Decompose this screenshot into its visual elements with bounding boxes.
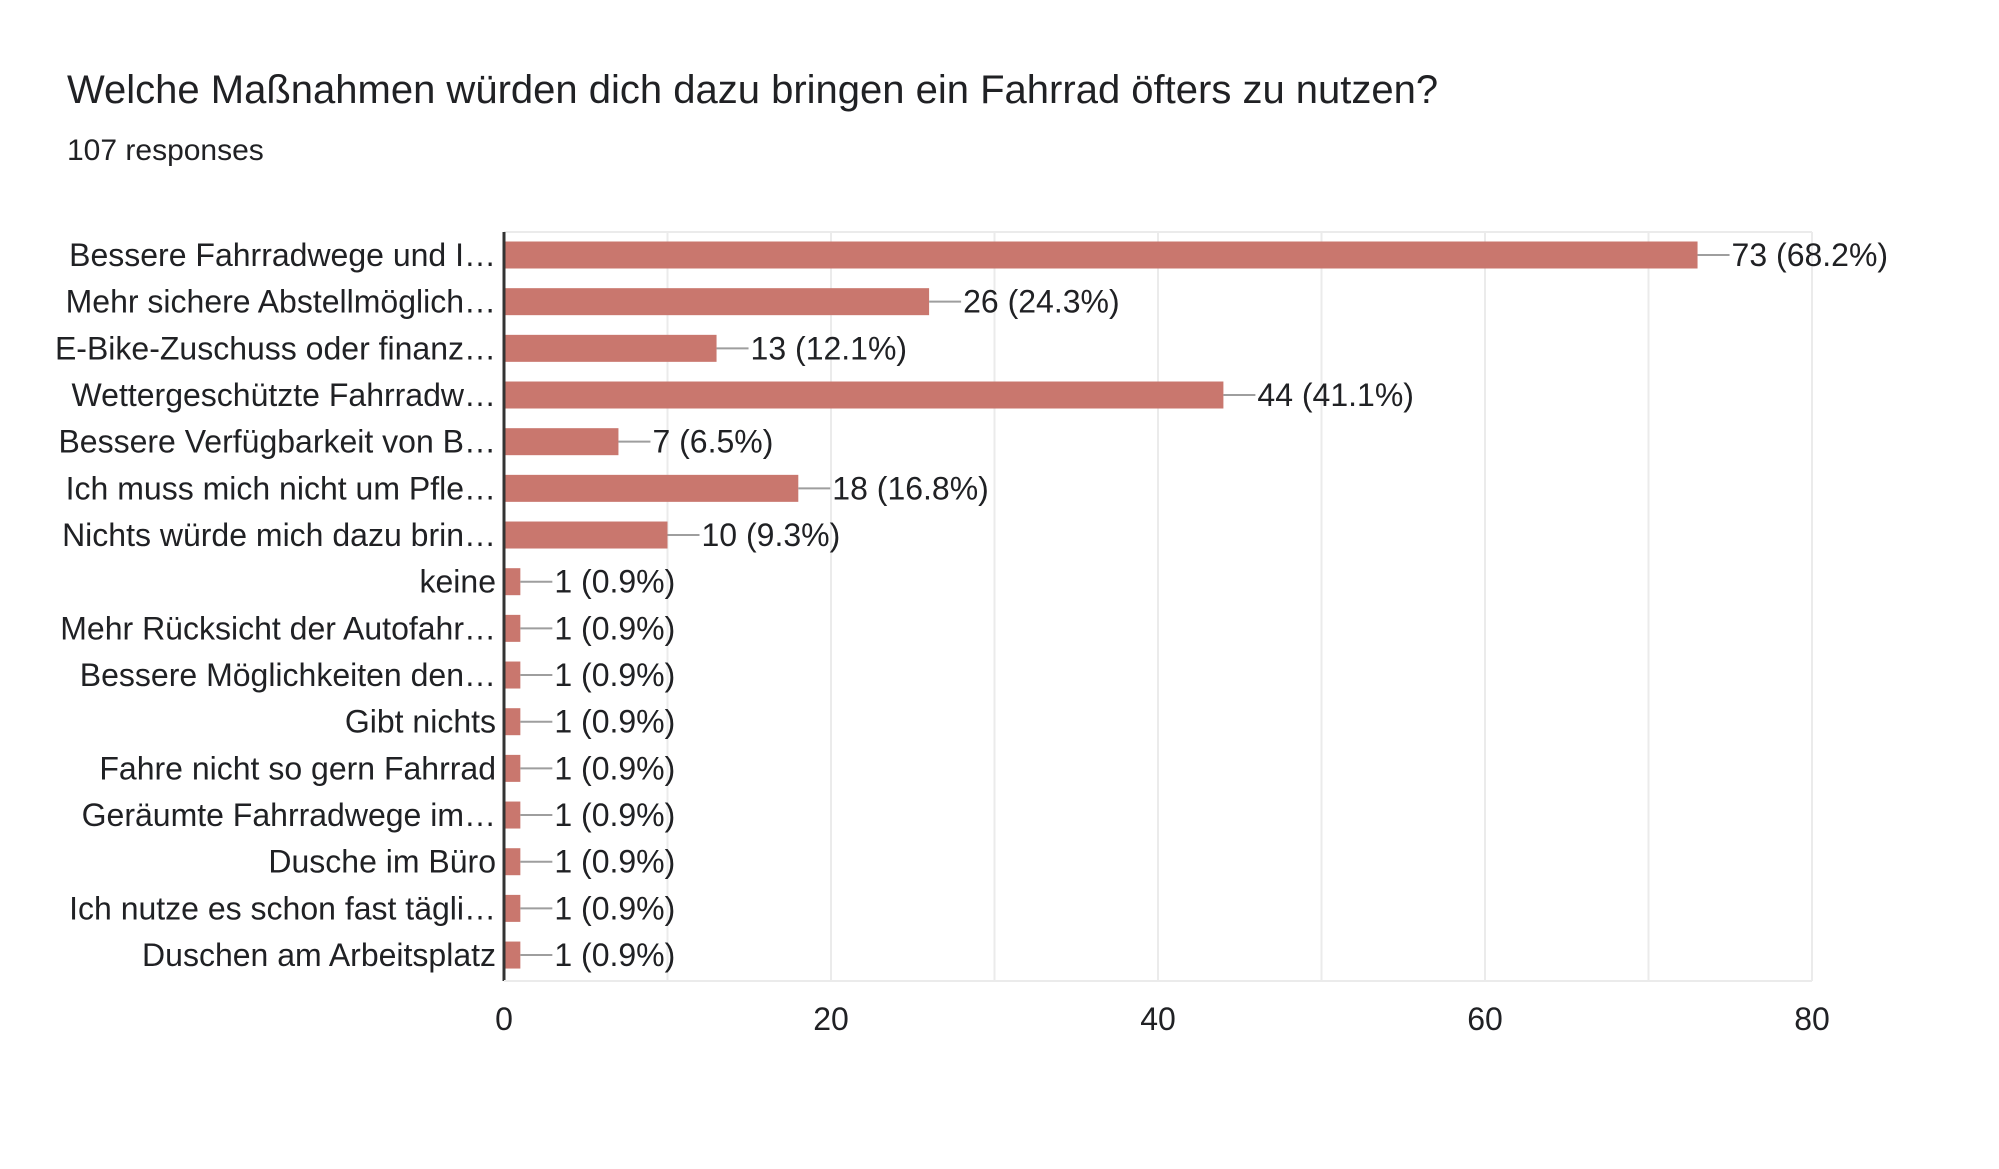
data-label-14: 1 (0.9%) <box>554 890 675 926</box>
category-label-11: Fahre nicht so gern Fahrrad <box>99 750 496 786</box>
data-label-7: 1 (0.9%) <box>554 564 675 600</box>
category-label-13: Dusche im Büro <box>268 844 496 880</box>
axes <box>502 232 1812 982</box>
category-label-8: Mehr Rücksicht der Autofahr… <box>60 610 496 646</box>
bars <box>504 241 1730 969</box>
category-label-4: Bessere Verfügbarkeit von B… <box>58 424 496 460</box>
x-tick-label-40: 40 <box>1140 1001 1176 1037</box>
grid-lines <box>504 231 1813 981</box>
bar-9 <box>504 661 521 689</box>
data-label-15: 1 (0.9%) <box>554 937 675 973</box>
category-label-15: Duschen am Arbeitsplatz <box>142 937 496 973</box>
category-label-12: Geräumte Fahrradwege im… <box>82 797 496 833</box>
category-label-1: Mehr sichere Abstellmöglich… <box>66 284 496 320</box>
bar-10 <box>504 708 521 736</box>
data-label-0: 73 (68.2%) <box>1732 237 1889 273</box>
data-label-10: 1 (0.9%) <box>554 704 675 740</box>
bar-8 <box>504 614 521 642</box>
data-label-8: 1 (0.9%) <box>554 610 675 646</box>
bar-13 <box>504 848 521 876</box>
data-label-2: 13 (12.1%) <box>751 330 908 366</box>
category-label-10: Gibt nichts <box>345 704 496 740</box>
bar-15 <box>504 941 521 969</box>
bar-5 <box>504 474 799 502</box>
category-label-7: keine <box>420 564 497 600</box>
response-count: 107 responses <box>67 134 264 167</box>
data-label-3: 44 (41.1%) <box>1257 377 1414 413</box>
bar-12 <box>504 801 521 829</box>
x-tick-label-80: 80 <box>1794 1001 1830 1037</box>
data-label-5: 18 (16.8%) <box>832 470 989 506</box>
data-label-6: 10 (9.3%) <box>702 517 841 553</box>
x-tick-label-60: 60 <box>1467 1001 1503 1037</box>
bar-7 <box>504 568 521 596</box>
labels: 73 (68.2%) Bessere Fahrradwege und I… 26 (… <box>55 237 1888 1037</box>
data-label-1: 26 (24.3%) <box>963 284 1120 320</box>
bar-4 <box>504 428 619 456</box>
bar-3 <box>504 381 1224 409</box>
bar-2 <box>504 334 717 362</box>
data-label-4: 7 (6.5%) <box>652 424 773 460</box>
bar-14 <box>504 894 521 922</box>
category-label-0: Bessere Fahrradwege und I… <box>69 237 496 273</box>
category-label-9: Bessere Möglichkeiten den… <box>80 657 496 693</box>
x-tick-label-0: 0 <box>495 1001 513 1037</box>
bar-0 <box>504 241 1698 269</box>
x-tick-label-20: 20 <box>813 1001 849 1037</box>
category-label-14: Ich nutze es schon fast tägli… <box>69 890 496 926</box>
bar-11 <box>504 754 521 782</box>
data-label-9: 1 (0.9%) <box>554 657 675 693</box>
chart-title: Welche Maßnahmen würden dich dazu bringe… <box>67 68 1439 112</box>
category-label-2: E-Bike-Zuschuss oder finanz… <box>55 330 496 366</box>
bar-1 <box>504 288 930 316</box>
category-label-6: Nichts würde mich dazu brin… <box>62 517 496 553</box>
data-label-13: 1 (0.9%) <box>554 844 675 880</box>
data-label-12: 1 (0.9%) <box>554 797 675 833</box>
data-label-11: 1 (0.9%) <box>554 750 675 786</box>
category-label-5: Ich muss mich nicht um Pfle… <box>66 470 496 506</box>
bar-6 <box>504 521 668 549</box>
category-label-3: Wettergeschützte Fahrradw… <box>72 377 496 413</box>
